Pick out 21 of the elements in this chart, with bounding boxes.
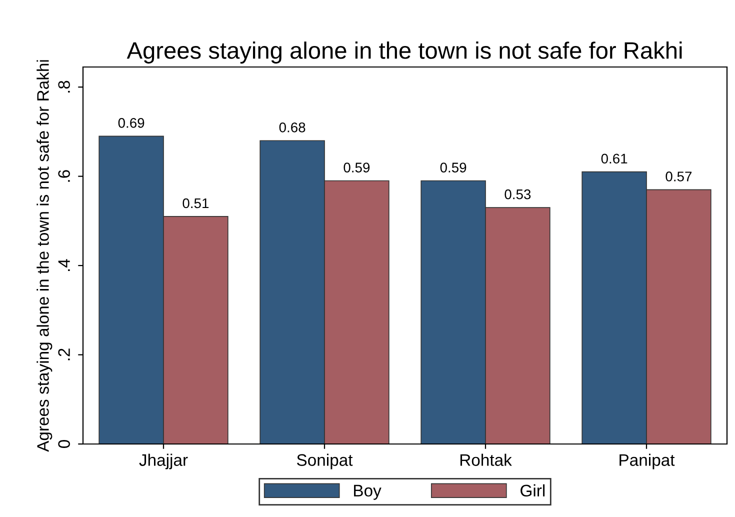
legend-label: Boy — [354, 484, 382, 500]
x-tick-label: Jhajjar — [139, 454, 188, 470]
y-tick-label: .4 — [58, 259, 70, 271]
y-tick-label: 0 — [58, 440, 70, 448]
y-tick-label: .2 — [58, 348, 70, 360]
chart-title: Agrees staying alone in the town is not safe for Rakhi — [126, 42, 682, 64]
x-tick-label: Panipat — [620, 454, 675, 470]
data-label: 0.68 — [279, 122, 306, 132]
data-label: 0.69 — [118, 118, 144, 128]
data-label: 0.59 — [344, 162, 370, 172]
data-label: 0.59 — [440, 162, 466, 172]
legend-label: Girl — [520, 484, 545, 497]
y-tick-label: .6 — [58, 170, 70, 182]
x-tick-label: Sonipat — [296, 454, 353, 470]
data-label: 0.61 — [601, 154, 628, 164]
data-label: 0.51 — [182, 198, 209, 208]
data-label: 0.53 — [504, 189, 531, 200]
y-tick-label: .8 — [58, 80, 70, 93]
y-axis-title: Agrees staying alone in the town is not safe for Rakhi — [36, 60, 52, 452]
x-tick-label: Rohtak — [460, 454, 512, 466]
data-label: 0.57 — [666, 172, 692, 182]
